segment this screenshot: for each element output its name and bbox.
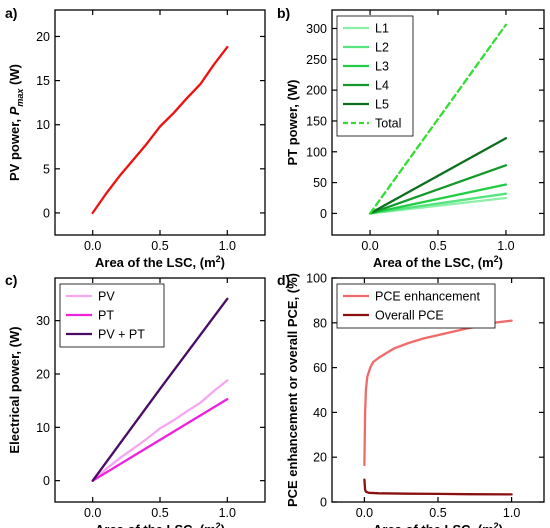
x-axis-label: Area of the LSC, (m2) (95, 254, 225, 270)
plot-area (368, 23, 508, 215)
y-tick-label: 20 (36, 30, 50, 44)
y-tick-label: 60 (313, 361, 327, 375)
plot-frame (54, 9, 266, 236)
series-line-1 (91, 45, 229, 215)
panel-1: a) 0.0 0.5 1.0 0 5 10 15 20 Area of the LSC, (m2)… (5, 5, 266, 270)
y-tick-label: 250 (306, 53, 327, 67)
y-axis-label: Electrical power, (W) (7, 326, 22, 453)
series-line-l3 (368, 183, 508, 215)
series-line-pce-enhancement (363, 319, 513, 467)
y-tick-label: 300 (306, 22, 327, 36)
y-tick-label: 0 (43, 474, 50, 488)
legend-box (336, 15, 414, 137)
legend-label: PV (98, 290, 115, 304)
panel-3: c) 0.0 0.5 1.0 0 10 20 30 Area of the LSC, (m2) E… (5, 272, 266, 528)
x-tick-label: 0.5 (429, 506, 446, 520)
y-tick-label: 0 (43, 206, 50, 220)
y-tick-label: 200 (306, 84, 327, 98)
legend-label: L5 (375, 98, 389, 112)
y-tick-label: 40 (313, 406, 327, 420)
y-axis-label: PT power, (W) (285, 80, 300, 166)
series-line-l4 (368, 164, 508, 215)
x-tick-label: 1.0 (503, 506, 520, 520)
x-tick-label: 0.5 (429, 239, 446, 253)
x-tick-label: 0.5 (151, 239, 168, 253)
x-tick-label: 1.0 (219, 239, 236, 253)
panel-label: b) (277, 5, 290, 21)
y-tick-label: 20 (313, 451, 327, 465)
legend-label: L3 (375, 60, 389, 74)
y-tick-label: 0 (320, 496, 327, 510)
legend-label: PT (98, 309, 114, 323)
series-line-l5 (368, 137, 508, 215)
plot-area (91, 297, 229, 482)
x-tick-label: 0.0 (84, 239, 101, 253)
x-tick-label: 0.0 (84, 506, 101, 520)
y-tick-label: 15 (36, 74, 50, 88)
y-tick-label: 10 (36, 421, 50, 435)
series-line-pv-pt (91, 297, 229, 482)
x-tick-label: 1.0 (497, 239, 514, 253)
panel-label: c) (5, 272, 17, 288)
legend: PV PT PV + PT (59, 283, 165, 348)
y-axis-label: PCE enhancement or overall PCE, (%) (285, 273, 300, 507)
plot-area (91, 45, 229, 215)
plot-area (363, 319, 513, 496)
y-axis-label: PV power, Pmax (W) (7, 64, 25, 181)
y-tick-label: 80 (313, 316, 327, 330)
legend: PCE enhancement Overall PCE (336, 283, 496, 329)
y-tick-label: 50 (313, 176, 327, 190)
y-tick-label: 10 (36, 118, 50, 132)
panel-label: a) (5, 5, 17, 21)
x-tick-label: 0.0 (361, 239, 378, 253)
y-tick-label: 30 (36, 314, 50, 328)
series-line-total (368, 23, 508, 215)
legend-label: L2 (375, 41, 389, 55)
legend-box (336, 283, 496, 329)
series-line-l2 (368, 192, 508, 215)
panel-2: b) 0.0 0.5 1.0 0 50 100 150 200 250 300 Area of the… (277, 5, 545, 270)
y-tick-label: 100 (306, 272, 327, 286)
panel-label: d) (277, 272, 290, 288)
legend-label: L1 (375, 22, 389, 36)
series-line-pv (91, 379, 229, 482)
legend: L1 L2 L3 L4 L5 Total (336, 15, 414, 137)
y-tick-label: 150 (306, 114, 327, 128)
series-line-pt (91, 397, 229, 482)
legend-label: L4 (375, 79, 389, 93)
series-line-overall-pce (363, 478, 513, 496)
y-tick-label: 100 (306, 145, 327, 159)
legend-label: Total (375, 117, 401, 131)
x-axis-label: Area of the LSC, (m2) (95, 521, 225, 528)
legend-label: Overall PCE (375, 309, 444, 323)
y-tick-label: 5 (43, 162, 50, 176)
legend-label: PV + PT (98, 328, 145, 342)
y-tick-label: 20 (36, 368, 50, 382)
x-axis-label: Area of the LSC, (m2) (373, 521, 503, 528)
x-tick-label: 0.5 (151, 506, 168, 520)
x-axis-label: Area of the LSC, (m2) (373, 254, 503, 270)
panel-4: d) 0.0 0.5 1.0 0 20 40 60 80 100 Area of the LSC, … (277, 272, 545, 528)
x-tick-label: 1.0 (219, 506, 236, 520)
y-tick-label: 0 (320, 207, 327, 221)
x-tick-label: 0.0 (356, 506, 373, 520)
legend-label: PCE enhancement (375, 290, 480, 304)
